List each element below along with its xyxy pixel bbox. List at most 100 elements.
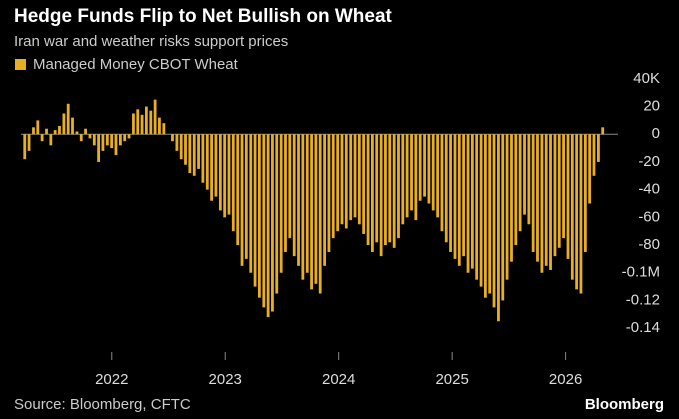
bar bbox=[266, 134, 270, 318]
bar bbox=[136, 109, 140, 135]
y-tick-label: -0.12 bbox=[626, 291, 660, 308]
bar bbox=[162, 123, 166, 135]
bar bbox=[27, 134, 31, 151]
bar bbox=[279, 134, 283, 273]
bar bbox=[418, 134, 422, 201]
bar bbox=[540, 134, 544, 273]
bar bbox=[457, 134, 461, 266]
bar bbox=[501, 134, 505, 301]
bar bbox=[549, 134, 552, 270]
bar bbox=[575, 134, 579, 290]
bar bbox=[36, 120, 40, 135]
bar bbox=[32, 127, 35, 135]
bar bbox=[179, 134, 183, 160]
bar bbox=[427, 134, 431, 204]
bar bbox=[158, 117, 161, 135]
bar bbox=[510, 134, 513, 262]
bar bbox=[384, 134, 387, 246]
bar bbox=[597, 134, 600, 162]
legend-swatch bbox=[15, 59, 26, 70]
bar bbox=[440, 134, 444, 232]
source: Source: Bloomberg, CFTC bbox=[14, 396, 191, 413]
x-tick-label: 2026 bbox=[549, 371, 582, 388]
bar bbox=[305, 134, 309, 273]
bar bbox=[601, 127, 605, 135]
bar bbox=[497, 134, 500, 322]
bar bbox=[240, 134, 244, 266]
bar bbox=[110, 134, 114, 149]
x-tick-label: 2023 bbox=[209, 371, 242, 388]
bar bbox=[214, 134, 218, 197]
bar bbox=[453, 134, 457, 259]
bar bbox=[197, 134, 200, 169]
bar bbox=[479, 134, 483, 287]
bar bbox=[449, 134, 452, 252]
bar bbox=[118, 134, 122, 146]
bar bbox=[592, 134, 596, 176]
x-tick-label: 2025 bbox=[435, 371, 468, 388]
bar bbox=[79, 134, 83, 142]
bar bbox=[23, 134, 27, 160]
bar bbox=[231, 134, 235, 232]
bar bbox=[301, 134, 305, 280]
bar bbox=[227, 134, 231, 215]
bar bbox=[210, 134, 214, 201]
y-tick-label: -60 bbox=[638, 208, 660, 225]
bar bbox=[244, 134, 248, 259]
y-tick-label: 40K bbox=[633, 70, 660, 87]
bar bbox=[153, 99, 157, 135]
bar bbox=[483, 134, 487, 298]
bar bbox=[257, 134, 261, 298]
bar bbox=[379, 134, 383, 257]
bar bbox=[88, 134, 92, 139]
y-tick-label: 0 bbox=[652, 125, 660, 142]
bar bbox=[171, 134, 174, 142]
bar bbox=[553, 134, 557, 257]
bar bbox=[149, 110, 153, 135]
bar bbox=[105, 134, 109, 146]
bar bbox=[297, 134, 300, 266]
bar bbox=[518, 134, 522, 232]
bar bbox=[370, 134, 374, 252]
bar bbox=[523, 134, 526, 215]
bar bbox=[375, 134, 379, 243]
bar bbox=[388, 134, 392, 243]
bar bbox=[288, 134, 292, 239]
bar bbox=[436, 134, 440, 218]
bar bbox=[331, 134, 335, 239]
y-tick-label: -0.1M bbox=[622, 264, 660, 281]
bar bbox=[284, 134, 287, 252]
bar bbox=[462, 134, 466, 257]
bar bbox=[45, 128, 48, 135]
bar bbox=[40, 134, 44, 142]
bar bbox=[357, 134, 361, 225]
bar bbox=[505, 134, 509, 280]
bar bbox=[536, 134, 539, 262]
bar bbox=[114, 134, 118, 156]
bar bbox=[184, 134, 187, 165]
bar bbox=[123, 134, 127, 142]
bar bbox=[271, 134, 274, 312]
bar bbox=[92, 134, 96, 146]
legend-label: Managed Money CBOT Wheat bbox=[33, 56, 239, 73]
bar bbox=[562, 134, 565, 239]
bar bbox=[53, 130, 57, 135]
bar bbox=[557, 134, 561, 248]
bar bbox=[583, 134, 587, 252]
bar bbox=[323, 134, 327, 266]
bar bbox=[318, 134, 322, 294]
bar bbox=[340, 134, 344, 225]
bar bbox=[405, 134, 409, 218]
bar bbox=[262, 134, 266, 308]
bar bbox=[201, 134, 205, 183]
y-tick-label: -0.14 bbox=[626, 319, 660, 336]
bar bbox=[188, 134, 192, 174]
bar bbox=[205, 134, 209, 190]
bar bbox=[531, 134, 535, 252]
bar bbox=[466, 134, 470, 273]
bar bbox=[470, 134, 474, 269]
bar bbox=[336, 134, 340, 232]
bar bbox=[588, 134, 592, 204]
bar bbox=[423, 134, 426, 197]
